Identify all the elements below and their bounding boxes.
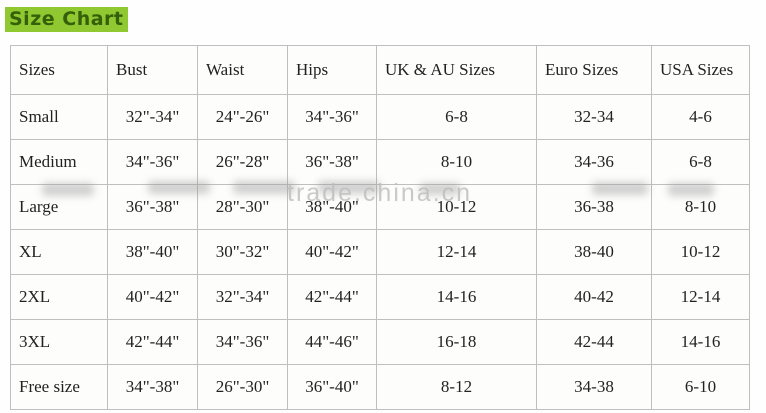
uk-au-cell: 6-8 xyxy=(376,94,537,140)
uk-au-cell: 12-14 xyxy=(376,229,537,275)
col-header-hips: Hips xyxy=(287,45,377,95)
col-header-sizes: Sizes xyxy=(10,45,108,95)
bust-cell: 34"-36" xyxy=(107,139,198,185)
bust-cell: 40"-42" xyxy=(107,274,198,320)
hips-cell: 38"-40" xyxy=(287,184,377,230)
waist-cell: 34"-36" xyxy=(197,319,288,365)
hips-cell: 44"-46" xyxy=(287,319,377,365)
table-row-3xl: 3XL 42"-44" 34"-36" 44"-46" 16-18 42-44 … xyxy=(10,319,750,365)
waist-cell: 24"-26" xyxy=(197,94,288,140)
size-label-cell: 3XL xyxy=(10,319,108,365)
euro-cell: 38-40 xyxy=(536,229,652,275)
euro-cell: 40-42 xyxy=(536,274,652,320)
size-label-cell: Large xyxy=(10,184,108,230)
euro-cell: 34-36 xyxy=(536,139,652,185)
bust-cell: 36"-38" xyxy=(107,184,198,230)
euro-cell: 32-34 xyxy=(536,94,652,140)
usa-cell: 14-16 xyxy=(651,319,750,365)
col-header-uk-au-sizes: UK & AU Sizes xyxy=(376,45,537,95)
bust-cell: 38"-40" xyxy=(107,229,198,275)
size-label-cell: 2XL xyxy=(10,274,108,320)
table-row-large: Large 36"-38" 28"-30" 38"-40" 10-12 36-3… xyxy=(10,184,750,230)
col-header-bust: Bust xyxy=(107,45,198,95)
hips-cell: 40"-42" xyxy=(287,229,377,275)
hips-cell: 42"-44" xyxy=(287,274,377,320)
hips-cell: 36"-40" xyxy=(287,364,377,410)
hips-cell: 34"-36" xyxy=(287,94,377,140)
table-row-medium: Medium 34"-36" 26"-28" 36"-38" 8-10 34-3… xyxy=(10,139,750,185)
size-chart-table: Sizes Bust Waist Hips UK & AU Sizes Euro… xyxy=(10,45,750,410)
hips-cell: 36"-38" xyxy=(287,139,377,185)
usa-cell: 8-10 xyxy=(651,184,750,230)
usa-cell: 12-14 xyxy=(651,274,750,320)
table-row-2xl: 2XL 40"-42" 32"-34" 42"-44" 14-16 40-42 … xyxy=(10,274,750,320)
col-header-waist: Waist xyxy=(197,45,288,95)
size-label-cell: Small xyxy=(10,94,108,140)
waist-cell: 26"-28" xyxy=(197,139,288,185)
usa-cell: 6-10 xyxy=(651,364,750,410)
uk-au-cell: 16-18 xyxy=(376,319,537,365)
col-header-usa-sizes: USA Sizes xyxy=(651,45,750,95)
uk-au-cell: 8-10 xyxy=(376,139,537,185)
euro-cell: 34-38 xyxy=(536,364,652,410)
col-header-euro-sizes: Euro Sizes xyxy=(536,45,652,95)
waist-cell: 26"-30" xyxy=(197,364,288,410)
euro-cell: 36-38 xyxy=(536,184,652,230)
bust-cell: 34"-38" xyxy=(107,364,198,410)
size-label-cell: XL xyxy=(10,229,108,275)
uk-au-cell: 10-12 xyxy=(376,184,537,230)
usa-cell: 10-12 xyxy=(651,229,750,275)
euro-cell: 42-44 xyxy=(536,319,652,365)
uk-au-cell: 14-16 xyxy=(376,274,537,320)
uk-au-cell: 8-12 xyxy=(376,364,537,410)
usa-cell: 4-6 xyxy=(651,94,750,140)
size-label-cell: Medium xyxy=(10,139,108,185)
size-label-cell: Free size xyxy=(10,364,108,410)
bust-cell: 32"-34" xyxy=(107,94,198,140)
waist-cell: 28"-30" xyxy=(197,184,288,230)
header-row: Sizes Bust Waist Hips UK & AU Sizes Euro… xyxy=(10,45,750,95)
waist-cell: 32"-34" xyxy=(197,274,288,320)
table-row-small: Small 32"-34" 24"-26" 34"-36" 6-8 32-34 … xyxy=(10,94,750,140)
bust-cell: 42"-44" xyxy=(107,319,198,365)
usa-cell: 6-8 xyxy=(651,139,750,185)
waist-cell: 30"-32" xyxy=(197,229,288,275)
table-row-free-size: Free size 34"-38" 26"-30" 36"-40" 8-12 3… xyxy=(10,364,750,410)
table-row-xl: XL 38"-40" 30"-32" 40"-42" 12-14 38-40 1… xyxy=(10,229,750,275)
page-title: Size Chart xyxy=(5,7,128,32)
